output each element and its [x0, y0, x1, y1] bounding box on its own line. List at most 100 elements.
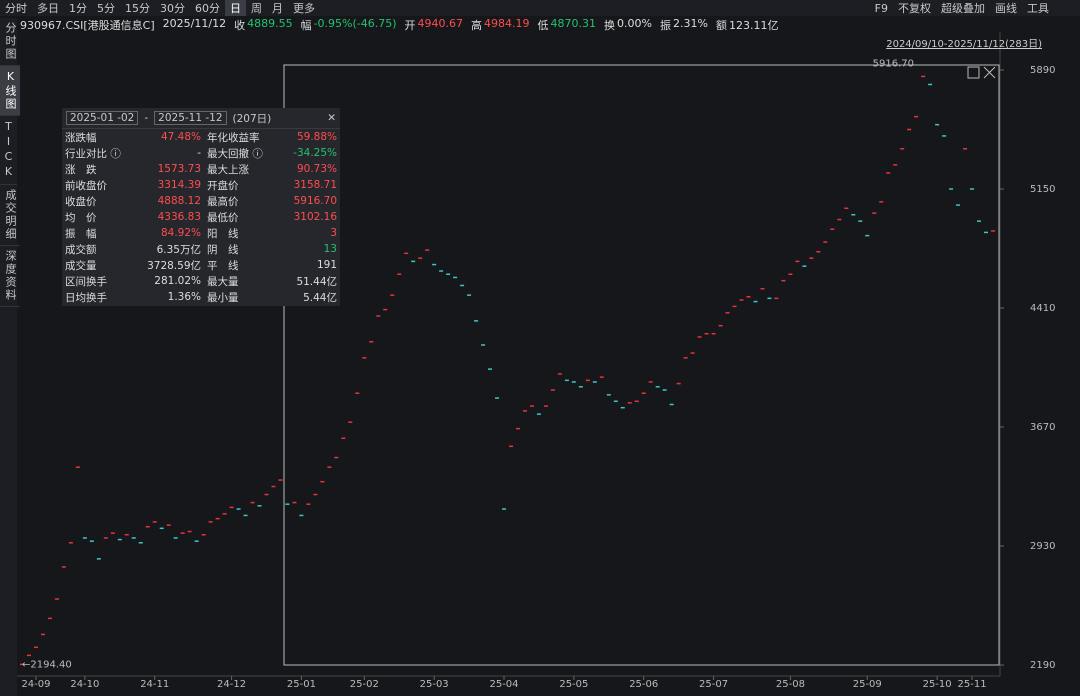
- tool-button[interactable]: F9: [874, 1, 888, 15]
- stat-value: 90.73%: [296, 163, 337, 175]
- stat-label: 成交量: [65, 259, 97, 272]
- stat-value: 6.35万亿: [156, 243, 201, 256]
- tool-button[interactable]: 超级叠加: [941, 2, 985, 15]
- candle: [383, 308, 388, 311]
- candle: [578, 386, 583, 388]
- period-tab[interactable]: 更多: [293, 2, 315, 15]
- candle: [956, 204, 961, 206]
- close-icon[interactable]: [983, 66, 996, 79]
- x-tick-label: 25-11: [958, 679, 987, 690]
- x-tick-label: 25-10: [923, 679, 952, 690]
- stat-row: 前收盘价 3314.39 开盘价 3158.71: [62, 177, 340, 193]
- stat-label: 振 幅: [65, 227, 97, 240]
- candle: [47, 617, 52, 620]
- stat-label: 阴 线: [207, 243, 239, 256]
- period-tab[interactable]: 30分: [160, 2, 185, 15]
- candle: [795, 260, 800, 263]
- stat-value: -: [197, 147, 201, 159]
- candle: [117, 538, 122, 541]
- end-date[interactable]: 2025-11 -12: [154, 111, 227, 125]
- x-tick-label: 24-10: [70, 679, 99, 690]
- period-tab[interactable]: 15分: [125, 2, 150, 15]
- info-key: 振: [660, 19, 671, 32]
- candle: [746, 295, 751, 298]
- period-tab[interactable]: 分时: [5, 2, 27, 15]
- x-tick-label: 24-11: [140, 679, 169, 690]
- info-value: 4889.55: [247, 17, 293, 30]
- candle: [61, 566, 66, 568]
- candle: [348, 421, 353, 423]
- period-tab[interactable]: 1分: [69, 2, 87, 15]
- stat-label: 最低价: [207, 211, 239, 224]
- side-tab[interactable]: 成交明细: [0, 185, 20, 246]
- period-tab[interactable]: 周: [251, 2, 262, 15]
- candle: [264, 493, 269, 496]
- candle: [907, 128, 912, 131]
- candle: [942, 135, 947, 137]
- stat-label: 开盘价: [207, 179, 239, 192]
- candle: [215, 517, 220, 520]
- maximize-icon[interactable]: [967, 66, 980, 79]
- tool-button[interactable]: 画线: [995, 2, 1017, 15]
- sidebar: 分时图 K线图 TICK 成交明细 深度资料: [0, 18, 20, 696]
- period-tab[interactable]: 多日: [37, 2, 59, 15]
- candle: [613, 400, 618, 403]
- candle: [474, 320, 479, 322]
- info-value: 4984.19: [484, 17, 530, 30]
- stat-value: 4888.12: [157, 195, 201, 207]
- candle: [571, 381, 576, 383]
- info-item: 额 123.11亿: [716, 17, 779, 33]
- candle: [376, 315, 381, 317]
- info-item: 开 4940.67: [405, 17, 464, 33]
- stat-row: 振 幅 84.92% 阳 线 3: [62, 225, 340, 241]
- candle: [341, 437, 346, 440]
- close[interactable]: ✕: [327, 112, 336, 124]
- stat-value: 59.88%: [296, 131, 337, 143]
- info-bar: 930967.CSI[港股通信息C] 2025/11/12 收 4889.55 幅 -0.…: [20, 17, 778, 33]
- x-tick-label: 25-02: [350, 679, 379, 690]
- start-date[interactable]: 2025-01 -02: [66, 111, 139, 125]
- y-tick-label: 2930: [1030, 541, 1055, 552]
- info-value: 0.00%: [617, 17, 652, 30]
- info-key: 换: [604, 19, 616, 32]
- stat-label: 成交额: [65, 243, 97, 256]
- candle: [495, 397, 500, 399]
- side-tab[interactable]: TICK: [0, 116, 17, 185]
- period-tab[interactable]: 60分: [195, 2, 220, 15]
- x-tick-label: 24-09: [21, 679, 50, 690]
- range-label[interactable]: 2024/09/10-2025/11/12(283日): [886, 39, 1042, 50]
- candle: [460, 284, 465, 287]
- period-tab[interactable]: 日: [225, 0, 246, 16]
- side-tab[interactable]: 分时图: [0, 18, 20, 66]
- candle: [732, 305, 737, 308]
- stat-label: 区间换手: [65, 275, 107, 288]
- candle: [138, 542, 143, 544]
- info-key: 收: [234, 19, 246, 32]
- candle: [515, 427, 520, 430]
- period-tab[interactable]: 月: [272, 2, 283, 15]
- tool-button[interactable]: 不复权: [898, 2, 931, 15]
- candle: [257, 505, 262, 507]
- info-item: 换 0.00%: [604, 17, 652, 33]
- period-tab[interactable]: 5分: [97, 2, 115, 15]
- stat-value: 191: [316, 259, 337, 271]
- candle: [502, 508, 507, 510]
- candle: [648, 381, 653, 383]
- candle: [285, 503, 290, 505]
- stat-label: 阳 线: [207, 227, 239, 240]
- candle: [201, 533, 206, 536]
- candle: [418, 257, 423, 259]
- side-tab[interactable]: 深度资料: [0, 246, 20, 307]
- info-value: 4870.31: [550, 17, 597, 30]
- candle: [823, 241, 828, 243]
- side-tab[interactable]: K线图: [0, 66, 20, 116]
- stat-label: 前收盘价: [65, 179, 107, 192]
- candle: [620, 406, 625, 409]
- candle: [82, 537, 87, 539]
- tool-button[interactable]: 工具: [1027, 2, 1049, 15]
- stat-label: 最大量: [207, 275, 239, 288]
- stat-label: 均 价: [65, 211, 97, 224]
- toolbar: 分时 多日 1分 5分 15分 30分 60分日周月更多 F9 不复权 超级叠加 画线 工具: [0, 0, 1080, 16]
